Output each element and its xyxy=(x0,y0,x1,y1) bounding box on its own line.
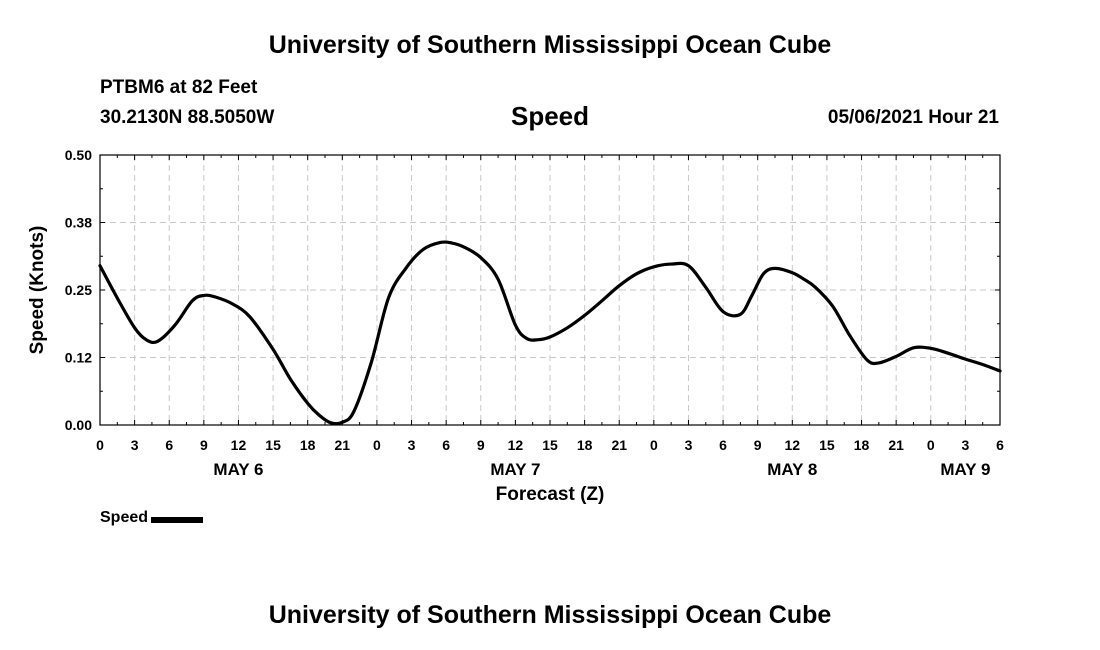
x-tick-label: 0 xyxy=(373,437,381,453)
x-tick-label: 15 xyxy=(265,437,281,453)
x-tick-label: 15 xyxy=(542,437,558,453)
x-tick-label: 3 xyxy=(685,437,693,453)
x-tick-label: 6 xyxy=(996,437,1004,453)
timestamp-label: 05/06/2021 Hour 21 xyxy=(827,107,999,128)
y-tick-label: 0.25 xyxy=(65,282,92,298)
x-tick-label: 21 xyxy=(611,437,627,453)
legend-label: Speed xyxy=(100,509,149,526)
x-tick-label: 18 xyxy=(577,437,593,453)
x-tick-label: 9 xyxy=(754,437,762,453)
x-tick-label: 0 xyxy=(96,437,104,453)
x-tick-label: 0 xyxy=(927,437,935,453)
x-tick-label: 12 xyxy=(785,437,801,453)
x-tick-label: 0 xyxy=(650,437,658,453)
x-tick-label: 3 xyxy=(131,437,139,453)
date-label: MAY 6 xyxy=(213,460,263,479)
date-label: MAY 8 xyxy=(767,460,817,479)
x-tick-label: 18 xyxy=(854,437,870,453)
date-label: MAY 7 xyxy=(490,460,540,479)
date-label: MAY 9 xyxy=(940,460,990,479)
x-tick-label: 21 xyxy=(335,437,351,453)
x-tick-label: 12 xyxy=(231,437,247,453)
x-tick-label: 9 xyxy=(200,437,208,453)
x-tick-label: 21 xyxy=(888,437,904,453)
coordinates-label: 30.2130N 88.5050W xyxy=(100,107,275,128)
x-axis-title: Forecast (Z) xyxy=(496,484,605,505)
x-tick-label: 3 xyxy=(961,437,969,453)
y-tick-label: 0.12 xyxy=(65,350,92,366)
y-tick-label: 0.50 xyxy=(65,147,92,163)
x-tick-label: 15 xyxy=(819,437,835,453)
x-tick-label: 6 xyxy=(165,437,173,453)
x-tick-label: 9 xyxy=(477,437,485,453)
x-tick-label: 18 xyxy=(300,437,316,453)
y-tick-label: 0.38 xyxy=(65,215,92,231)
chart-title-bottom: University of Southern Mississippi Ocean… xyxy=(268,601,832,629)
station-label: PTBM6 at 82 Feet xyxy=(100,77,258,98)
legend: Speed xyxy=(100,509,204,527)
y-tick-label: 0.00 xyxy=(65,417,92,433)
legend-line-swatch xyxy=(151,516,204,523)
x-tick-label: 3 xyxy=(408,437,416,453)
chart-subtitle: Speed xyxy=(510,101,590,131)
x-tick-label: 6 xyxy=(442,437,450,453)
y-axis-title: Speed (Knots) xyxy=(27,226,48,355)
chart-title-top: University of Southern Mississippi Ocean… xyxy=(268,31,832,59)
x-tick-label: 6 xyxy=(719,437,727,453)
x-tick-label: 12 xyxy=(508,437,524,453)
series-line-speed xyxy=(98,240,1002,426)
